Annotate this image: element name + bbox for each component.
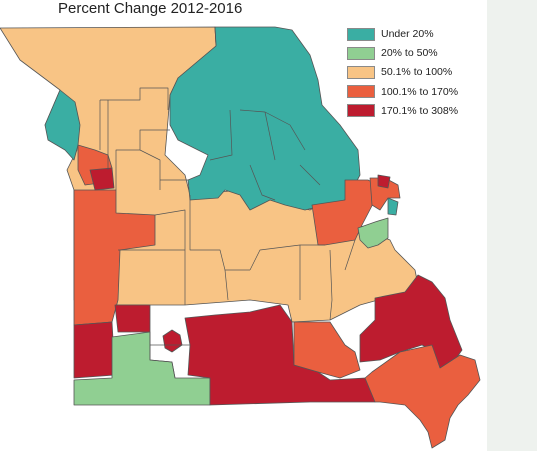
legend-item-under-20: Under 20% bbox=[347, 26, 487, 42]
region-red-small-box[interactable] bbox=[114, 304, 151, 333]
legend-swatch bbox=[347, 46, 375, 60]
region-red-st-louis[interactable] bbox=[377, 174, 391, 189]
legend-label: 170.1% to 308% bbox=[381, 104, 459, 117]
region-orange-bootheel[interactable] bbox=[364, 344, 481, 449]
legend-label: 20% to 50% bbox=[381, 47, 438, 60]
legend-swatch bbox=[347, 85, 375, 99]
region-red-southwest[interactable] bbox=[73, 321, 116, 379]
region-teal-east-small[interactable] bbox=[387, 197, 399, 216]
region-red-kc[interactable] bbox=[89, 167, 115, 191]
region-green-east[interactable] bbox=[357, 217, 389, 249]
legend-item-170-to-308: 170.1% to 308% bbox=[347, 103, 487, 119]
legend-item-50-to-100: 50.1% to 100% bbox=[347, 64, 487, 80]
legend-swatch bbox=[347, 65, 375, 79]
map-legend: Under 20% 20% to 50% 50.1% to 100% 100.1… bbox=[347, 26, 487, 122]
side-panel bbox=[487, 0, 537, 451]
legend-item-100-to-170: 100.1% to 170% bbox=[347, 84, 487, 100]
legend-label: Under 20% bbox=[381, 28, 434, 40]
legend-label: 100.1% to 170% bbox=[381, 85, 459, 98]
map-title: Percent Change 2012-2016 bbox=[58, 0, 243, 17]
legend-label: 50.1% to 100% bbox=[381, 66, 453, 79]
legend-item-20-to-50: 20% to 50% bbox=[347, 45, 487, 61]
region-teal-northeast[interactable] bbox=[169, 26, 361, 211]
region-red-springfield[interactable] bbox=[162, 329, 183, 353]
legend-swatch bbox=[347, 27, 375, 41]
region-orange-south-central[interactable] bbox=[293, 321, 361, 379]
legend-swatch bbox=[347, 104, 375, 118]
county-boundaries bbox=[99, 26, 356, 379]
